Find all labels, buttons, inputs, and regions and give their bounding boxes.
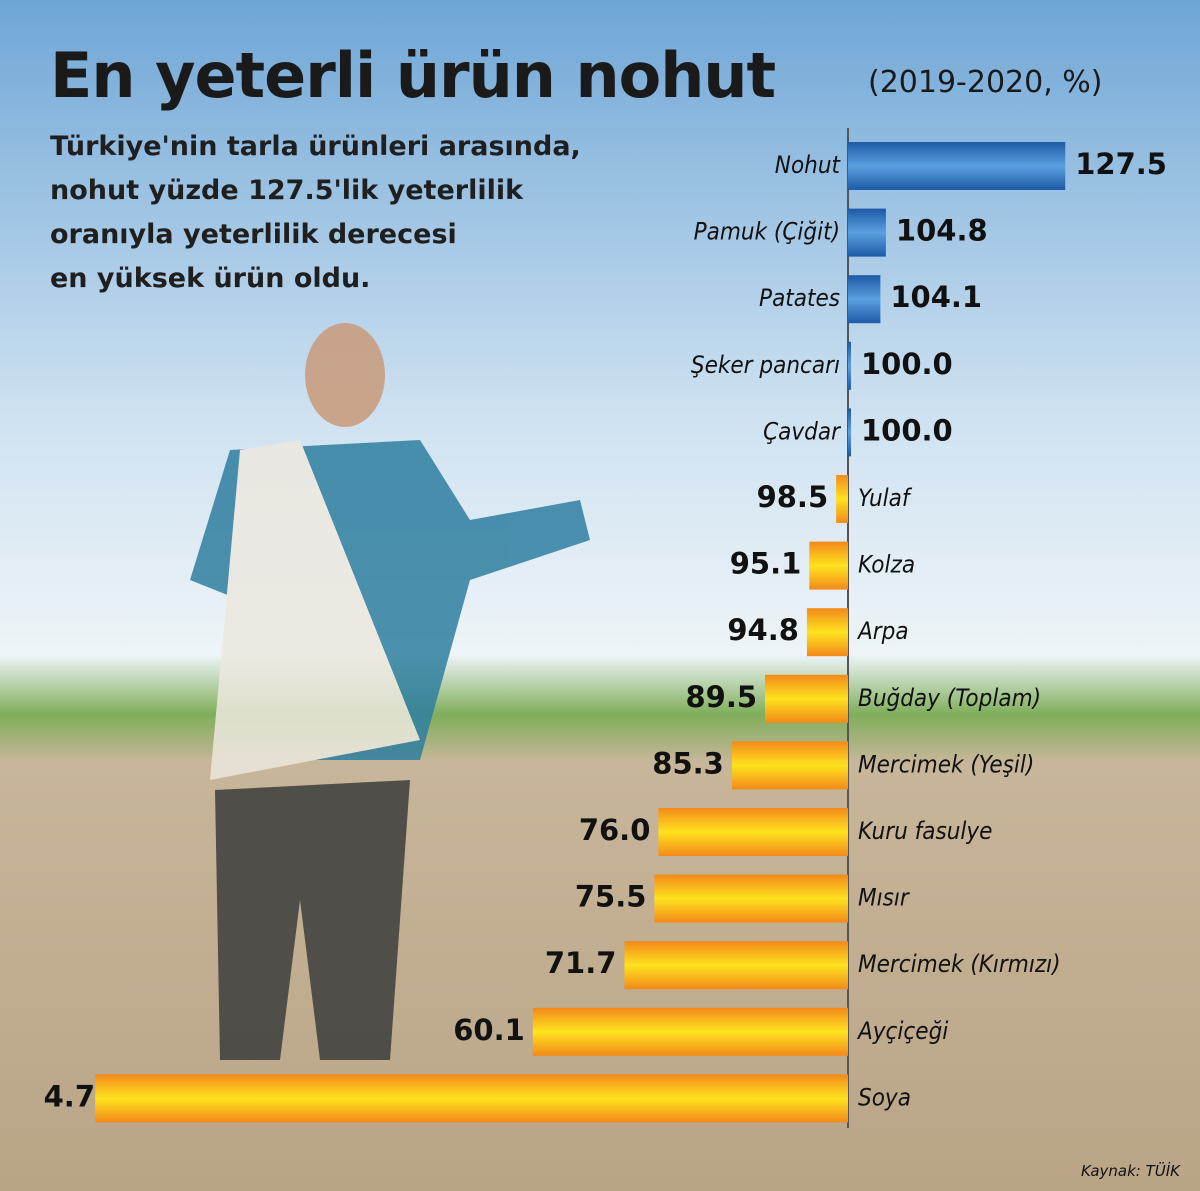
- bar: [836, 475, 848, 523]
- category-label: Pamuk (Çiğit): [694, 218, 840, 246]
- value-label: 104.1: [890, 280, 982, 314]
- value-label: 60.1: [453, 1013, 525, 1047]
- value-label: 100.0: [861, 413, 953, 447]
- value-label: 71.7: [545, 946, 617, 980]
- title: En yeterli ürün nohut: [50, 39, 775, 112]
- chart: Nohut 127.5 Pamuk (Çiğit) 104.8 Patates 104.1…: [44, 128, 1167, 1128]
- value-label: 98.5: [757, 480, 829, 514]
- bar: [806, 608, 848, 657]
- bar: [532, 1007, 848, 1056]
- bar: [809, 541, 848, 590]
- value-label: 127.5: [1075, 147, 1167, 181]
- value-label: 76.0: [579, 813, 651, 847]
- category-label: Kuru fasulye: [858, 817, 992, 845]
- category-label: Kolza: [858, 551, 915, 579]
- description: Türkiye'nin tarla ürünleri arasında, nohu…: [50, 131, 581, 294]
- description-line: nohut yüzde 127.5'lik yeterlilik: [50, 175, 524, 206]
- description-line: Türkiye'nin tarla ürünleri arasında,: [50, 131, 581, 162]
- value-label: 89.5: [685, 680, 757, 714]
- value-label: 95.1: [730, 547, 802, 581]
- category-label: Ayçiçeği: [856, 1017, 948, 1045]
- bar: [848, 408, 851, 457]
- category-label: Patates: [759, 284, 840, 312]
- bar: [848, 275, 881, 324]
- bar: [624, 941, 848, 990]
- category-label: Soya: [858, 1083, 911, 1111]
- category-label: Mercimek (Kırmızı): [858, 950, 1061, 978]
- value-label: 94.8: [727, 613, 799, 647]
- category-label: Arpa: [856, 617, 909, 645]
- category-label: Nohut: [775, 151, 842, 179]
- category-label: Yulaf: [858, 484, 913, 512]
- value-label: 75.5: [575, 880, 647, 914]
- bar: [765, 674, 848, 723]
- bar: [658, 808, 848, 856]
- bar: [654, 874, 848, 923]
- category-label: Mısır: [858, 884, 910, 912]
- category-label: Şeker pancarı: [691, 351, 840, 379]
- bar: [848, 208, 886, 257]
- value-label: 4.7: [44, 1079, 95, 1113]
- description-line: oranıyla yeterlilik derecesi: [50, 219, 457, 250]
- category-label: Buğday (Toplam): [858, 684, 1041, 712]
- source: Kaynak: TÜİK: [1081, 1161, 1181, 1180]
- description-line: en yüksek ürün oldu.: [50, 263, 370, 294]
- bar: [731, 741, 848, 790]
- bar: [848, 341, 851, 390]
- bar: [95, 1074, 848, 1123]
- category-label: Çavdar: [763, 417, 841, 445]
- value-label: 85.3: [652, 746, 724, 780]
- category-label: Mercimek (Yeşil): [858, 750, 1034, 778]
- subtitle: (2019-2020, %): [868, 65, 1103, 100]
- value-label: 100.0: [861, 347, 953, 381]
- farmer-illustration: [190, 323, 590, 1060]
- bar: [848, 142, 1066, 190]
- value-label: 104.8: [896, 214, 988, 248]
